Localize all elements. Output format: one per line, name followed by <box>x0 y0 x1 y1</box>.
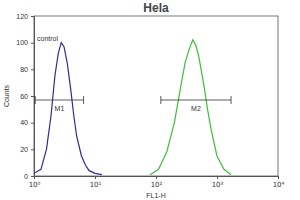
gate-label: M2 <box>191 105 201 112</box>
y-tick-mark <box>31 69 34 70</box>
x-axis-line <box>35 177 279 180</box>
x-tick: 10³ <box>212 176 224 189</box>
y-tick-label: 20 <box>20 146 28 153</box>
series-line <box>34 43 102 175</box>
y-tick-mark <box>31 176 34 177</box>
y-tick: 0 <box>24 173 34 180</box>
marks <box>34 40 231 175</box>
x-axis: 10⁰ 10¹ 10² 10³ 10⁴ <box>29 176 285 189</box>
x-tick-mark <box>217 176 218 179</box>
y-tick-mark <box>31 43 34 44</box>
x-tick-label: 10⁴ <box>273 181 285 189</box>
x-tick: 10⁴ <box>273 176 285 189</box>
plot: 10⁰ 10¹ 10² 10³ 10⁴ 0 20 40 60 80 100 120 M1 M2 contro… <box>16 13 284 189</box>
x-tick: 10² <box>151 176 163 189</box>
y-tick-label: 120 <box>16 13 28 20</box>
gate-marker <box>35 96 83 104</box>
x-tick-label: 10³ <box>212 181 224 189</box>
x-tick-label: 10¹ <box>90 181 102 189</box>
x-tick-label: 10⁰ <box>29 181 41 189</box>
series-line <box>150 40 231 175</box>
y-tick-label: 100 <box>16 39 28 46</box>
x-tick: 10⁰ <box>29 176 41 189</box>
y-tick: 80 <box>20 66 34 73</box>
x-tick-mark <box>156 176 157 179</box>
title: Hela <box>143 1 169 15</box>
x-tick: 10¹ <box>90 176 102 189</box>
y-tick-mark <box>31 149 34 150</box>
y-tick: 120 <box>16 13 34 20</box>
y-tick-mark <box>31 123 34 124</box>
x-axis-title: FL1-H <box>146 192 165 199</box>
series-label: control <box>37 35 58 42</box>
chart: 10⁰ 10¹ 10² 10³ 10⁴ 0 20 40 60 80 100 120 M1 M2 contro… <box>0 0 300 200</box>
y-tick-mark <box>31 96 34 97</box>
x-tick-mark <box>278 176 279 179</box>
y-tick-label: 60 <box>20 93 28 100</box>
x-tick-mark <box>95 176 96 179</box>
y-tick-mark <box>31 16 34 17</box>
y-tick: 40 <box>20 119 34 126</box>
y-tick-label: 0 <box>24 173 28 180</box>
gate-marker <box>161 96 231 104</box>
y-axis-line <box>31 17 35 177</box>
gate-label: M1 <box>55 105 65 112</box>
y-axis: 0 20 40 60 80 100 120 <box>16 13 34 180</box>
y-tick-label: 80 <box>20 66 28 73</box>
y-tick: 60 <box>20 93 34 100</box>
gates: M1 M2 <box>35 96 231 112</box>
y-axis-title: Counts <box>3 84 10 107</box>
x-tick-label: 10² <box>151 181 163 189</box>
plot-frame <box>34 16 278 176</box>
y-tick: 100 <box>16 39 34 46</box>
y-tick: 20 <box>20 146 34 153</box>
y-tick-label: 40 <box>20 119 28 126</box>
